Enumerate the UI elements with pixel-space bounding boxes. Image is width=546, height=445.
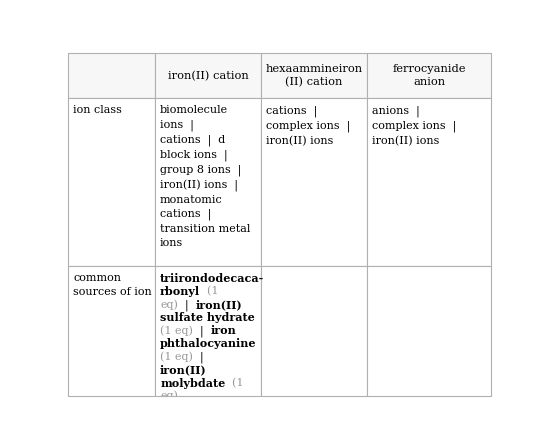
Text: ion class: ion class: [73, 105, 122, 116]
Text: (1: (1: [225, 377, 244, 388]
Text: sulfate hydrate: sulfate hydrate: [160, 312, 255, 324]
Bar: [261, 98, 366, 266]
Bar: [261, 53, 366, 98]
Text: |: |: [178, 299, 195, 311]
Bar: [68, 53, 155, 98]
Text: eq): eq): [160, 391, 178, 401]
Text: hexaammineiron
(II) cation: hexaammineiron (II) cation: [265, 64, 362, 88]
Text: molybdate: molybdate: [160, 377, 225, 388]
Text: phthalocyanine: phthalocyanine: [160, 339, 257, 349]
Text: ferrocyanide
anion: ferrocyanide anion: [392, 64, 466, 87]
Text: biomolecule
ions  |
cations  |  d
block ions  |
group 8 ions  |
iron(II) ions  |: biomolecule ions | cations | d block ion…: [160, 105, 251, 248]
Text: |: |: [193, 325, 211, 337]
Bar: [155, 266, 261, 396]
Bar: [68, 98, 155, 266]
Text: anions  |
complex ions  |
iron(II) ions: anions | complex ions | iron(II) ions: [372, 105, 456, 146]
Text: rbonyl: rbonyl: [160, 287, 200, 297]
Bar: [366, 98, 491, 266]
Text: (1 eq): (1 eq): [160, 352, 193, 362]
Bar: [155, 98, 261, 266]
Bar: [366, 53, 491, 98]
Bar: [155, 53, 261, 98]
Bar: [261, 266, 366, 396]
Text: (1: (1: [200, 287, 219, 297]
Text: iron(II): iron(II): [160, 364, 207, 376]
Bar: [366, 266, 491, 396]
Text: triirondodecaca-: triirondodecaca-: [160, 273, 264, 284]
Text: iron: iron: [211, 325, 236, 336]
Text: common
sources of ion: common sources of ion: [73, 273, 152, 297]
Text: |: |: [193, 352, 204, 363]
Bar: [68, 266, 155, 396]
Text: (1 eq): (1 eq): [160, 325, 193, 336]
Text: cations  |
complex ions  |
iron(II) ions: cations | complex ions | iron(II) ions: [266, 105, 350, 146]
Text: eq): eq): [160, 299, 178, 310]
Text: iron(II) cation: iron(II) cation: [168, 70, 248, 81]
Text: iron(II): iron(II): [195, 299, 242, 311]
